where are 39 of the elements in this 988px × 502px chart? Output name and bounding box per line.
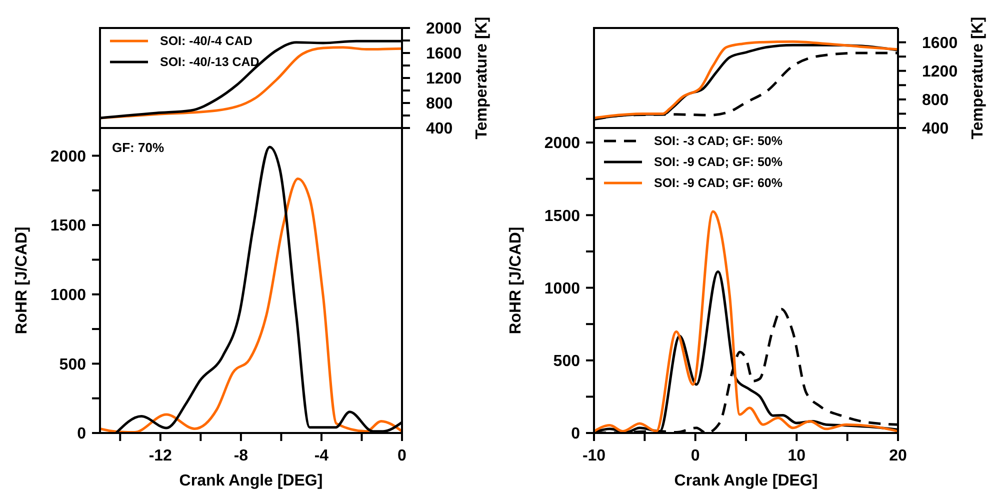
x-tick-label: -4	[314, 447, 329, 464]
x-tick-label: -12	[148, 447, 172, 464]
y-tick-label: 2000	[50, 148, 86, 166]
y2-tick-label: 1600	[922, 34, 958, 52]
y-tick-label: 1000	[544, 280, 580, 298]
y-tick-label: 500	[553, 353, 580, 370]
y-tick-label: 500	[59, 356, 86, 374]
x-tick-label: -8	[234, 447, 248, 464]
legend-label: SOI: -40/-4 CAD	[160, 32, 252, 50]
annotation: GF: 70%	[112, 140, 164, 155]
legend-label: SOI: -9 CAD; GF: 60%	[654, 174, 782, 192]
x-axis-title: Crank Angle [DEG]	[179, 472, 323, 490]
y2-tick-label: 400	[426, 120, 453, 138]
legend-label: SOI: -9 CAD; GF: 50%	[654, 154, 782, 170]
legend-label: SOI: -40/-13 CAD	[160, 54, 260, 70]
y2-axis-title: Temperature [K]	[970, 16, 986, 140]
x-tick-label: 10	[788, 447, 806, 464]
y-tick-label: 1500	[50, 218, 86, 235]
legend-label: SOI: -3 CAD; GF: 50%	[654, 132, 782, 150]
y-tick-label: 0	[571, 426, 580, 443]
y2-tick-label: 400	[922, 120, 949, 138]
y2-tick-label: 800	[426, 96, 453, 113]
y-axis-title: RoHR [J/CAD]	[508, 226, 524, 334]
y2-tick-label: 1200	[426, 70, 462, 88]
y2-tick-label: 800	[922, 92, 949, 110]
y-tick-label: 2000	[544, 135, 580, 152]
x-tick-label: 0	[690, 447, 700, 464]
x-axis-title: Crank Angle [DEG]	[674, 472, 818, 490]
y-axis-title: RoHR [J/CAD]	[14, 226, 30, 334]
x-tick-label: 0	[398, 447, 407, 464]
y-tick-label: 1500	[544, 208, 580, 225]
y-tick-label: 1000	[50, 287, 86, 304]
x-tick-label: 20	[889, 447, 907, 464]
y2-tick-label: 2000	[426, 20, 462, 38]
x-tick-label: -10	[582, 447, 606, 464]
y2-tick-label: 1600	[426, 46, 462, 63]
y2-tick-label: 1200	[922, 64, 958, 81]
y-tick-label: 0	[77, 426, 86, 443]
y2-axis-title: Temperature [K]	[474, 16, 490, 140]
